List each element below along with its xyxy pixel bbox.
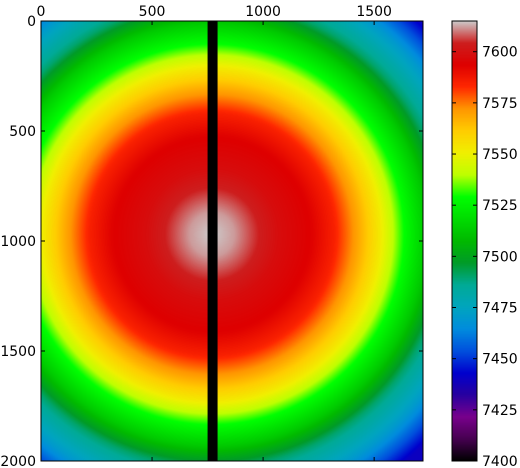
x-tick-label: 0 xyxy=(37,4,46,20)
colorbar-tick-label: 7425 xyxy=(482,403,518,419)
heatmap-image xyxy=(41,21,423,461)
y-tick-label: 500 xyxy=(9,124,36,140)
colorbar-ticks: 7400 7425 7450 7475 7500 7525 7550 7575 7600 xyxy=(452,45,518,468)
colorbar-tick-label: 7600 xyxy=(482,45,518,61)
y-tick-label: 2000 xyxy=(0,454,36,468)
colorbar-tick-label: 7450 xyxy=(482,352,518,368)
y-tick-label: 1000 xyxy=(0,234,36,250)
x-tick-label: 1000 xyxy=(245,4,281,20)
colorbar: 7400 7425 7450 7475 7500 7525 7550 7575 7600 xyxy=(451,20,518,468)
masked-column-band xyxy=(207,21,218,461)
heatmap-plot-area xyxy=(40,20,424,462)
colorbar-tick-label: 7475 xyxy=(482,301,518,317)
colorbar-tick-label: 7550 xyxy=(482,147,518,163)
colorbar-tick-label: 7575 xyxy=(482,96,518,112)
y-tick-label: 0 xyxy=(27,14,36,30)
colorbar-tick-label: 7500 xyxy=(482,249,518,265)
colorbar-tick-label: 7525 xyxy=(482,198,518,214)
x-axis-ticks: 0 500 1000 1500 xyxy=(37,4,392,461)
x-tick-label: 500 xyxy=(139,4,166,20)
colorbar-gradient xyxy=(452,21,477,461)
x-tick-label: 1500 xyxy=(356,4,392,20)
y-axis-ticks: 0 500 1000 1500 2000 xyxy=(0,14,423,468)
colorbar-frame xyxy=(451,20,478,462)
colorbar-tick-label: 7400 xyxy=(482,454,518,468)
y-tick-label: 1500 xyxy=(0,344,36,360)
